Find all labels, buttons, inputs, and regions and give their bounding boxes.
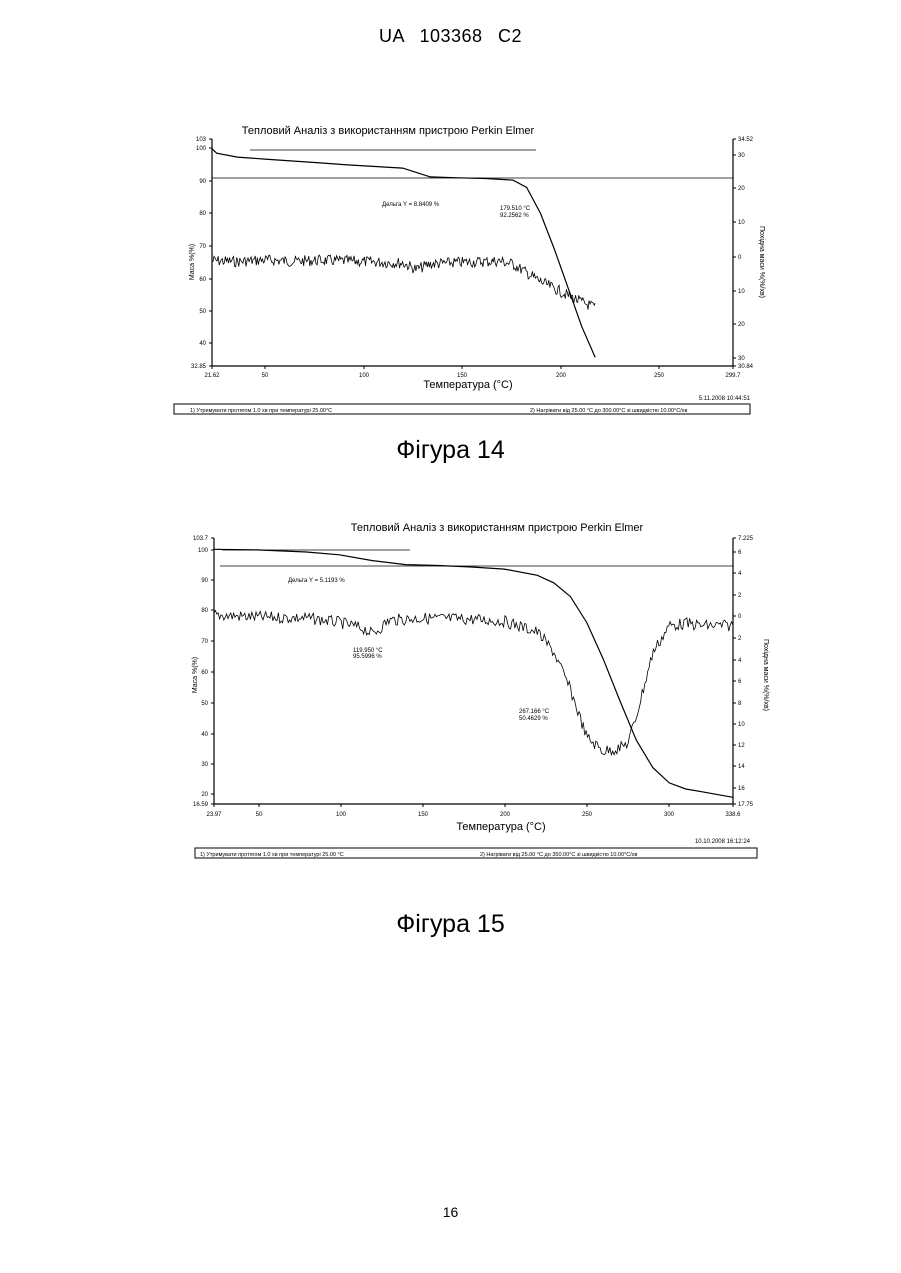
y-tick-label-right: 4	[738, 571, 742, 577]
x-tick-label: 150	[418, 812, 429, 818]
y-tick-label-right: 0	[738, 614, 742, 620]
y-tick-label-left: 80	[201, 608, 208, 614]
run-timestamp: 10.10.2008 16:12:24	[695, 839, 751, 845]
y-tick-label-left: 50	[201, 701, 208, 707]
method-step-1: 1) Утримувати протягом 1.0 хв при темпер…	[200, 852, 344, 858]
y-tick-label-left: 20	[201, 792, 208, 798]
y-tick-label-right: 6	[738, 679, 742, 685]
y-tick-label-right: 2	[738, 593, 742, 599]
y-tick-label-left: 70	[201, 639, 208, 645]
y-tick-label-right: 4	[738, 658, 742, 664]
x-tick-label: 338.6	[725, 812, 741, 818]
y-tick-label-left: 40	[201, 732, 208, 738]
y-tick-label-right: 2	[738, 636, 742, 642]
y-tick-label-left: 103.7	[193, 536, 209, 542]
y-axis-label-right: Похідна маси %(%/хв)	[762, 639, 770, 711]
y-tick-label-right: 12	[738, 743, 745, 749]
y-axis-label-left: Маса %(%)	[192, 657, 199, 693]
x-tick-label: 100	[336, 812, 347, 818]
annotation-label: 50.4629 %	[519, 716, 548, 722]
x-tick-label: 50	[256, 812, 263, 818]
y-tick-label-right: 6	[738, 550, 742, 556]
x-tick-label: 300	[664, 812, 675, 818]
figure-15-caption: Фігура 15	[0, 910, 901, 939]
y-tick-label-right: 17.75	[738, 802, 754, 808]
y-tick-label-left: 100	[198, 548, 209, 554]
annotation-label: 267.166 °C	[519, 709, 550, 715]
y-tick-label-right: 8	[738, 701, 742, 707]
y-tick-label-right: 16	[738, 786, 745, 792]
y-tick-label-left: 16.59	[193, 802, 209, 808]
x-tick-label: 23.97	[206, 812, 222, 818]
tga-chart-figure-15: Тепловий Аналіз з використанням пристрою…	[0, 0, 901, 870]
y-tick-label-left: 90	[201, 578, 208, 584]
y-tick-label-right: 14	[738, 764, 745, 770]
x-tick-label: 200	[500, 812, 511, 818]
y-tick-label-right: 7.225	[738, 536, 754, 542]
method-step-2: 2) Нагрівати від 25.00 °C до 350.00°C зі…	[480, 852, 637, 858]
x-axis-label: Температура (°C)	[456, 821, 545, 833]
annotation-label: Дельта Y = 5.1193 %	[288, 578, 345, 584]
annotation-label: 95.5996 %	[353, 654, 382, 660]
derivative-curve	[214, 610, 733, 754]
y-tick-label-left: 30	[201, 762, 208, 768]
chart-title: Тепловий Аналіз з використанням пристрою…	[351, 522, 644, 534]
x-tick-label: 250	[582, 812, 593, 818]
page-number: 16	[0, 1204, 901, 1220]
y-tick-label-right: 10	[738, 722, 745, 728]
mass-curve	[214, 549, 733, 797]
y-tick-label-left: 60	[201, 670, 208, 676]
